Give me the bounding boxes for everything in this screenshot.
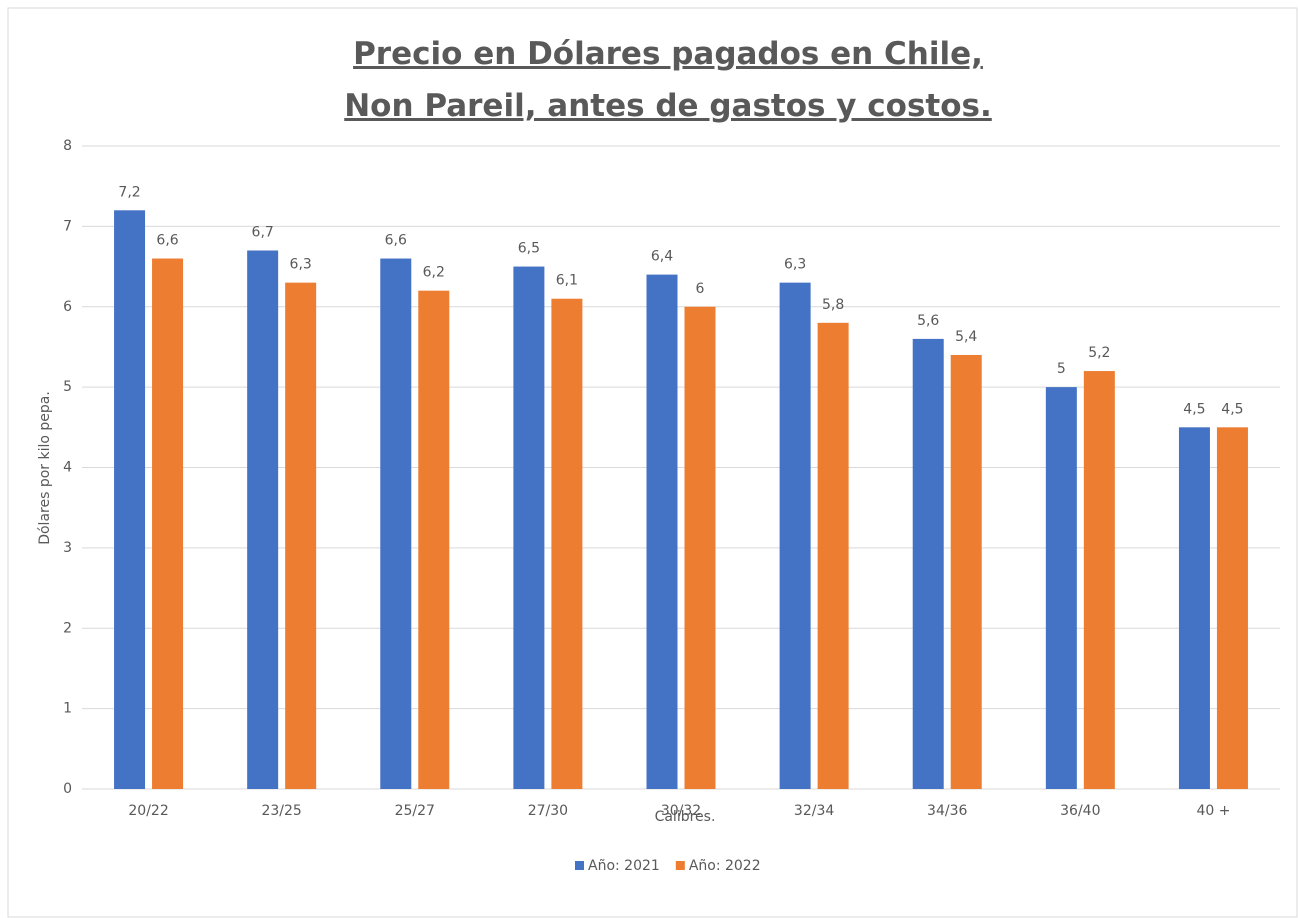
data-label: 6,5	[518, 241, 540, 257]
legend-swatch	[675, 861, 685, 870]
bar	[247, 250, 279, 790]
y-axis-label: Dólares por kilo pepa.	[37, 391, 53, 545]
data-label: 6,4	[651, 249, 673, 265]
bar	[684, 306, 716, 789]
legend-label: Año: 2022	[689, 858, 761, 874]
data-label: 6,3	[290, 257, 312, 273]
x-axis-label: Calibres.	[655, 809, 716, 825]
x-tick-label: 25/27	[395, 803, 435, 819]
y-tick-label: 8	[63, 138, 72, 154]
x-tick-label: 34/36	[927, 803, 967, 819]
legend-swatch	[575, 861, 584, 870]
bar	[646, 274, 678, 790]
data-label: 5	[1057, 361, 1066, 377]
data-label: 4,5	[1221, 401, 1243, 417]
x-tick-label: 36/40	[1060, 803, 1100, 819]
bar	[513, 266, 545, 789]
bar	[817, 322, 849, 789]
y-tick-label: 4	[63, 460, 72, 476]
bar	[380, 258, 412, 789]
data-label: 5,8	[822, 297, 844, 313]
data-label: 4,5	[1183, 401, 1205, 417]
bar	[551, 298, 583, 789]
bar	[285, 282, 317, 789]
bar	[1178, 427, 1210, 789]
data-label: 6,1	[556, 273, 578, 289]
data-label: 5,6	[917, 313, 939, 329]
data-label: 6,6	[156, 233, 178, 249]
data-label: 6,2	[423, 265, 445, 281]
bar	[1216, 427, 1248, 789]
x-tick-label: 23/25	[261, 803, 301, 819]
y-tick-label: 5	[63, 379, 72, 395]
y-tick-label: 6	[63, 299, 72, 315]
bar	[152, 258, 184, 789]
legend-label: Año: 2021	[588, 858, 660, 874]
y-tick-label: 7	[63, 218, 72, 234]
y-tick-label: 2	[63, 620, 72, 636]
bar	[912, 338, 944, 789]
bar	[418, 290, 450, 789]
bar	[114, 210, 146, 790]
data-label: 7,2	[118, 184, 140, 200]
y-tick-label: 3	[63, 540, 72, 556]
bar	[1045, 387, 1077, 789]
data-label: 6,6	[385, 233, 407, 249]
x-tick-label: 27/30	[528, 803, 568, 819]
bar	[950, 354, 982, 789]
y-tick-label: 0	[63, 781, 72, 797]
data-label: 5,4	[955, 329, 977, 345]
x-tick-label: 32/34	[794, 803, 834, 819]
x-tick-label: 40 +	[1196, 803, 1230, 819]
x-tick-label: 30/32	[661, 803, 701, 819]
data-label: 5,2	[1088, 345, 1110, 361]
bar	[779, 282, 811, 789]
data-label: 6	[696, 281, 705, 297]
data-label: 6,7	[252, 224, 274, 240]
x-tick-label: 20/22	[128, 803, 168, 819]
bar	[1083, 371, 1115, 789]
y-tick-label: 1	[63, 701, 72, 717]
chart-title: Precio en Dólares pagados en Chile, Non …	[344, 36, 992, 124]
data-label: 6,3	[784, 257, 806, 273]
